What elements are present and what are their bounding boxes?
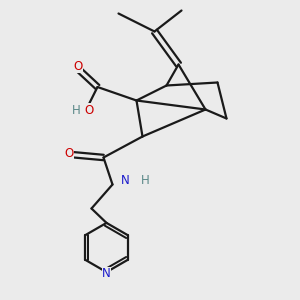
Text: N: N [121, 174, 130, 188]
Text: N: N [102, 267, 111, 280]
Text: O: O [64, 146, 74, 160]
Text: O: O [74, 59, 82, 73]
Text: O: O [85, 103, 94, 117]
Text: H: H [141, 174, 150, 188]
Text: H: H [71, 103, 80, 117]
